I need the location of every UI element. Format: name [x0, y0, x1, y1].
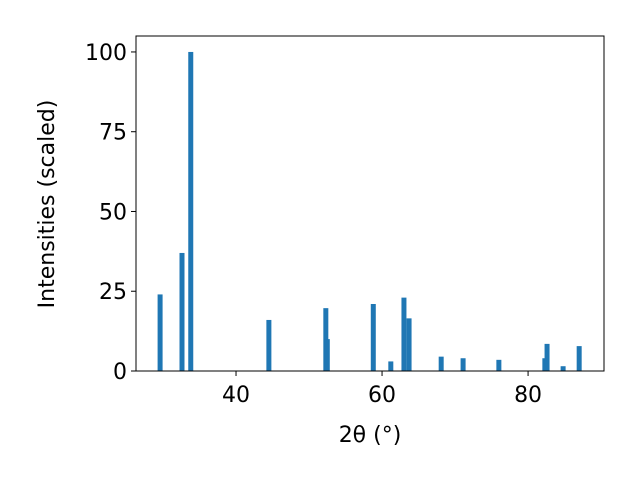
bar	[401, 297, 407, 371]
bar	[370, 304, 376, 371]
y-tick-label: 25	[99, 280, 127, 305]
y-tick-label: 0	[113, 360, 127, 385]
x-tick-label: 80	[514, 383, 542, 408]
y-axis-label: Intensities (scaled)	[35, 100, 60, 309]
x-axis-label: 2θ (°)	[339, 423, 402, 448]
bar	[544, 343, 550, 371]
y-tick-label: 100	[85, 41, 127, 66]
y-tick-label: 75	[99, 121, 127, 146]
x-tick-label: 60	[368, 383, 396, 408]
x-tick-label: 40	[222, 383, 250, 408]
bar	[388, 361, 394, 371]
plot-frame	[135, 35, 605, 372]
bar	[438, 356, 444, 371]
bar	[157, 294, 163, 371]
bar	[266, 319, 272, 371]
y-tick-label: 50	[99, 200, 127, 225]
bar	[406, 318, 412, 371]
bar	[576, 346, 582, 371]
bar	[179, 252, 185, 371]
bar	[324, 339, 330, 371]
bar	[460, 358, 466, 371]
bar	[496, 359, 502, 371]
bar	[188, 51, 194, 371]
bar	[560, 366, 566, 371]
